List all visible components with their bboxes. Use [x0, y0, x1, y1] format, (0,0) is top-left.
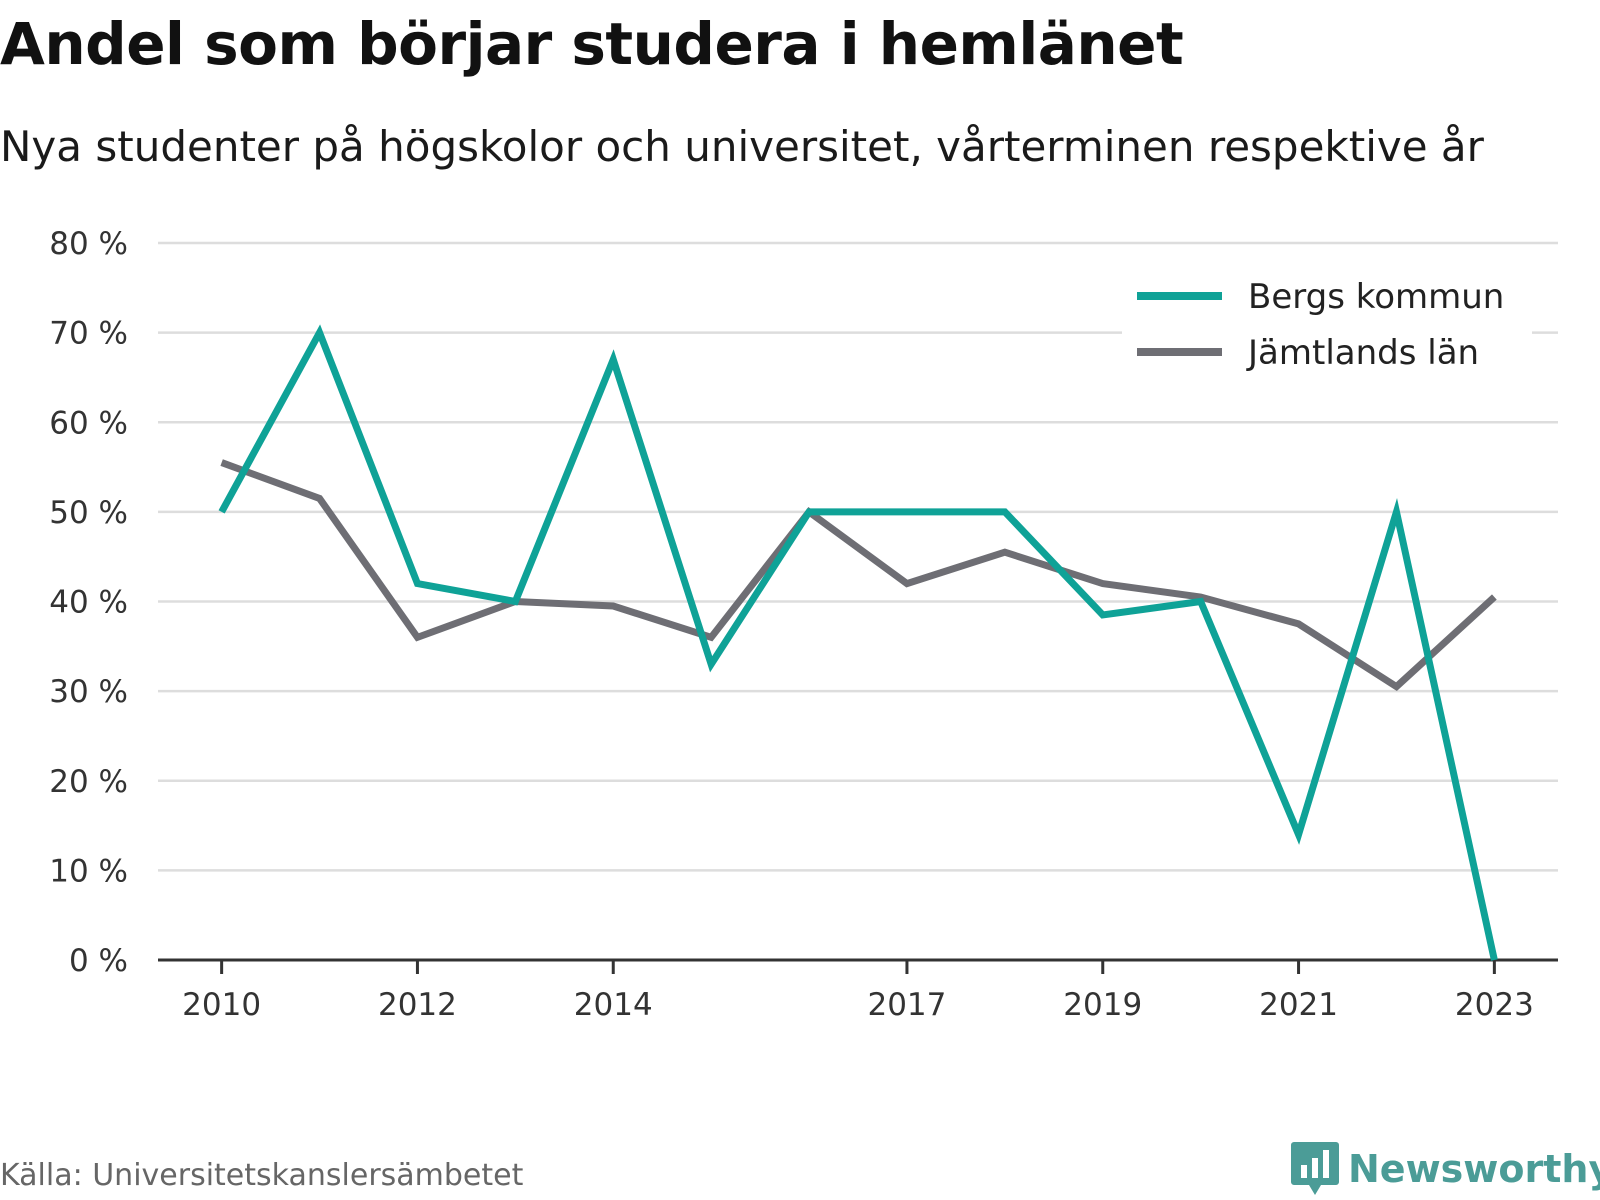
- series-line-bergs-kommun: [218, 324, 1498, 961]
- y-tick-label: 10 %: [49, 853, 128, 889]
- y-tick-label: 40 %: [49, 585, 128, 621]
- y-tick-label: 0 %: [69, 943, 128, 979]
- x-tick-label: 2010: [182, 987, 261, 1023]
- brand-logo: Newsworthy: [1290, 1140, 1600, 1198]
- series-lines: [218, 324, 1498, 961]
- legend-item-jamtlands-lan: Jämtlands län: [1137, 333, 1479, 373]
- y-axis-ticks: 0 % 10 % 20 % 30 % 40 % 50 % 60 % 70 % 80 %: [49, 226, 128, 979]
- legend-label: Bergs kommun: [1248, 277, 1504, 317]
- legend: Bergs kommun Jämtlands län: [1122, 262, 1532, 382]
- legend-background: [1122, 262, 1532, 382]
- x-tick-label: 2017: [867, 987, 946, 1023]
- chart-title: Andel som börjar studera i hemlänet: [0, 10, 1184, 78]
- x-tick-label: 2023: [1455, 987, 1534, 1023]
- bar-chart-speech-bubble-icon: [1291, 1142, 1339, 1195]
- source-note: Källa: Universitetskanslersämbetet: [0, 1158, 524, 1193]
- brand-name: Newsworthy: [1348, 1147, 1600, 1191]
- y-tick-label: 70 %: [49, 316, 128, 352]
- y-tick-label: 60 %: [49, 405, 128, 441]
- chart-subtitle: Nya studenter på högskolor och universit…: [0, 122, 1484, 171]
- y-tick-label: 80 %: [49, 226, 128, 262]
- legend-label: Jämtlands län: [1246, 333, 1479, 373]
- y-tick-label: 20 %: [49, 764, 128, 800]
- y-tick-label: 50 %: [49, 495, 128, 531]
- x-tick-label: 2019: [1063, 987, 1142, 1023]
- x-tick-label: 2021: [1259, 987, 1338, 1023]
- line-chart: 0 % 10 % 20 % 30 % 40 % 50 % 60 % 70 % 80 % 2010…: [49, 226, 1558, 1023]
- series-line-jamtlands-lan: [220, 459, 1497, 692]
- x-tick-label: 2012: [378, 987, 457, 1023]
- y-tick-label: 30 %: [49, 674, 128, 710]
- x-tick-label: 2014: [574, 987, 653, 1023]
- x-axis: 2010 2012 2014 2017 2019 2021 2023: [158, 958, 1558, 1023]
- legend-item-bergs-kommun: Bergs kommun: [1137, 277, 1504, 317]
